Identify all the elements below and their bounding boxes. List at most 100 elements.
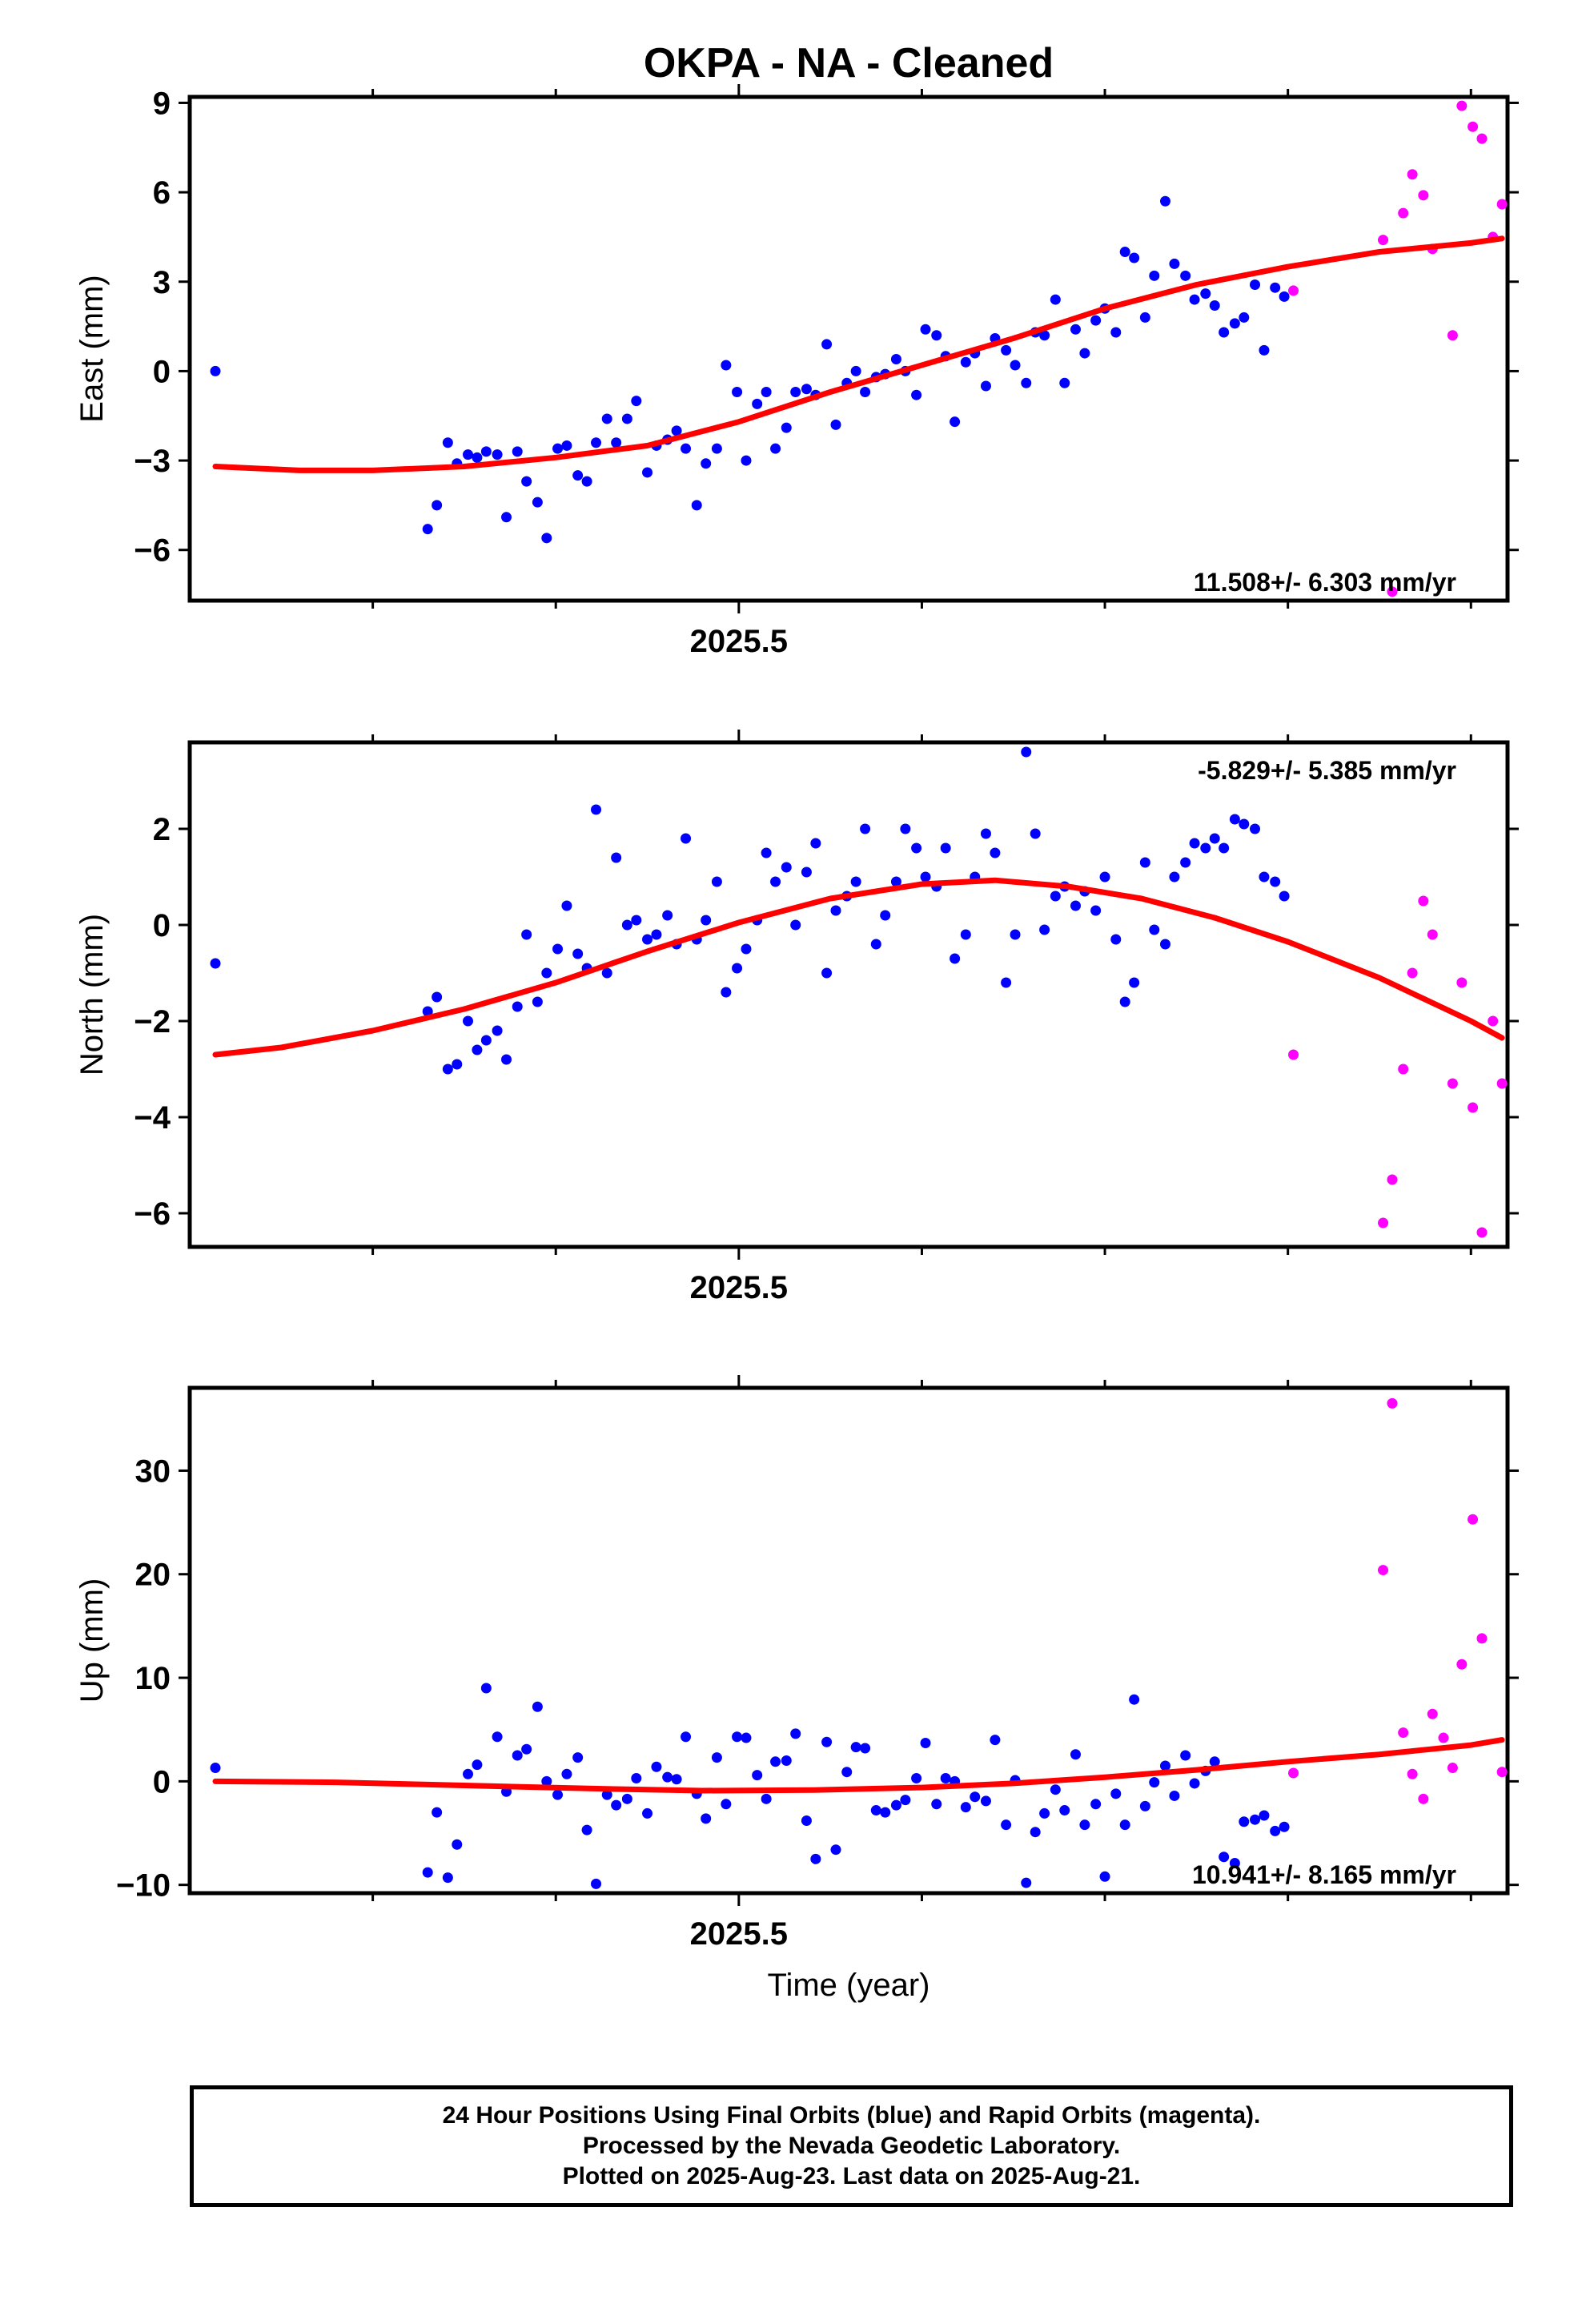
- east-fit-line: [212, 235, 1505, 473]
- up-final-point: [931, 1799, 942, 1810]
- up-rapid-point: [1438, 1732, 1449, 1743]
- east-final-point: [761, 386, 772, 397]
- north-rapid-point: [1378, 1217, 1389, 1228]
- north-final-point: [210, 958, 221, 969]
- east-final-point: [1219, 327, 1230, 338]
- north-plot-area: [210, 746, 1508, 1238]
- footer-box: 24 Hour Positions Using Final Orbits (bl…: [190, 2085, 1513, 2207]
- north-final-point: [552, 943, 564, 955]
- up-final-point: [970, 1791, 981, 1803]
- east-final-point: [462, 449, 473, 460]
- north-final-point: [432, 991, 443, 1003]
- north-final-point: [500, 1054, 512, 1065]
- east-ytick-label: 9: [153, 86, 171, 121]
- up-ytick-label: 0: [153, 1764, 171, 1799]
- north-final-point: [980, 828, 991, 839]
- north-final-point: [1010, 929, 1021, 940]
- up-final-point: [642, 1807, 653, 1819]
- north-rapid-point: [1476, 1227, 1488, 1238]
- north-final-point: [572, 948, 584, 959]
- up-final-point: [442, 1872, 453, 1884]
- east-final-point: [621, 413, 632, 424]
- up-final-point: [1110, 1788, 1122, 1799]
- east-final-point: [601, 413, 612, 424]
- panel-up: −10 0 10 20 30 2025.5 Up (mm) 10.941+/- 8.165 m…: [74, 1375, 1519, 1952]
- east-final-point: [1209, 300, 1220, 312]
- east-final-point: [721, 360, 732, 371]
- north-final-point: [880, 910, 891, 921]
- chart-title: OKPA - NA - Cleaned: [644, 40, 1054, 86]
- north-xtick-label: 2025.5: [690, 1270, 788, 1305]
- north-final-point: [761, 847, 772, 858]
- east-final-point: [860, 386, 871, 397]
- up-final-point: [850, 1742, 861, 1753]
- east-final-point: [492, 449, 503, 460]
- up-final-point: [1279, 1821, 1290, 1832]
- east-rapid-point: [1387, 586, 1398, 597]
- east-final-point: [781, 422, 792, 433]
- north-final-point: [1039, 924, 1050, 935]
- north-final-point: [1239, 818, 1250, 830]
- up-final-point: [432, 1807, 443, 1818]
- up-final-point: [890, 1799, 901, 1811]
- up-final-point: [422, 1867, 433, 1878]
- east-ytick-label: 6: [153, 175, 171, 211]
- north-final-point: [940, 842, 951, 854]
- footer-line-3: Plotted on 2025-Aug-23. Last data on 202…: [562, 2163, 1141, 2189]
- up-final-point: [1239, 1816, 1250, 1827]
- east-final-point: [741, 455, 752, 466]
- up-rapid-point: [1418, 1793, 1429, 1804]
- north-final-point: [681, 833, 692, 844]
- east-final-point: [422, 524, 433, 535]
- north-final-point: [1149, 924, 1160, 935]
- north-final-point: [1229, 814, 1240, 825]
- up-rapid-point: [1456, 1659, 1468, 1670]
- east-final-point: [552, 443, 564, 454]
- east-rapid-point: [1476, 133, 1488, 144]
- north-final-point: [1119, 996, 1130, 1007]
- north-final-point: [1090, 905, 1102, 916]
- east-final-point: [1159, 195, 1170, 207]
- north-final-point: [1189, 838, 1200, 849]
- east-final-point: [591, 437, 602, 448]
- east-ylabel: East (mm): [74, 275, 110, 422]
- east-final-point: [480, 446, 492, 457]
- north-final-point: [810, 838, 821, 849]
- up-final-point: [990, 1735, 1001, 1746]
- up-final-point: [662, 1771, 673, 1783]
- up-final-point: [452, 1839, 463, 1850]
- north-final-point: [1219, 842, 1230, 854]
- up-final-point: [1090, 1799, 1102, 1810]
- up-final-point: [1119, 1819, 1130, 1831]
- east-final-point: [1010, 360, 1021, 371]
- up-final-point: [810, 1853, 821, 1864]
- up-final-point: [940, 1772, 951, 1783]
- north-final-point: [781, 862, 792, 873]
- north-final-point: [1180, 857, 1191, 868]
- north-final-point: [1279, 891, 1290, 902]
- east-final-point: [1250, 279, 1261, 290]
- up-final-point: [561, 1768, 572, 1779]
- up-final-point: [1209, 1756, 1220, 1767]
- north-fit-line: [212, 877, 1505, 1058]
- north-final-point: [721, 987, 732, 998]
- up-final-point: [790, 1728, 801, 1739]
- east-final-point: [1070, 324, 1081, 335]
- east-final-point: [671, 425, 682, 436]
- north-final-point: [870, 939, 881, 950]
- east-velocity-label: 11.508+/- 6.303 mm/yr: [1194, 568, 1456, 597]
- north-rapid-point: [1288, 1049, 1299, 1060]
- up-final-point: [1169, 1790, 1180, 1801]
- up-final-point: [830, 1844, 841, 1856]
- north-final-point: [1129, 977, 1140, 988]
- north-ytick-label: −6: [134, 1196, 171, 1232]
- east-final-point: [1200, 288, 1211, 300]
- east-final-point: [830, 419, 841, 430]
- east-final-point: [801, 384, 812, 395]
- east-final-point: [1259, 344, 1270, 356]
- east-final-point: [1279, 291, 1290, 302]
- up-final-point: [960, 1802, 971, 1813]
- east-final-point: [681, 443, 692, 454]
- east-ytick-label: 0: [153, 354, 171, 389]
